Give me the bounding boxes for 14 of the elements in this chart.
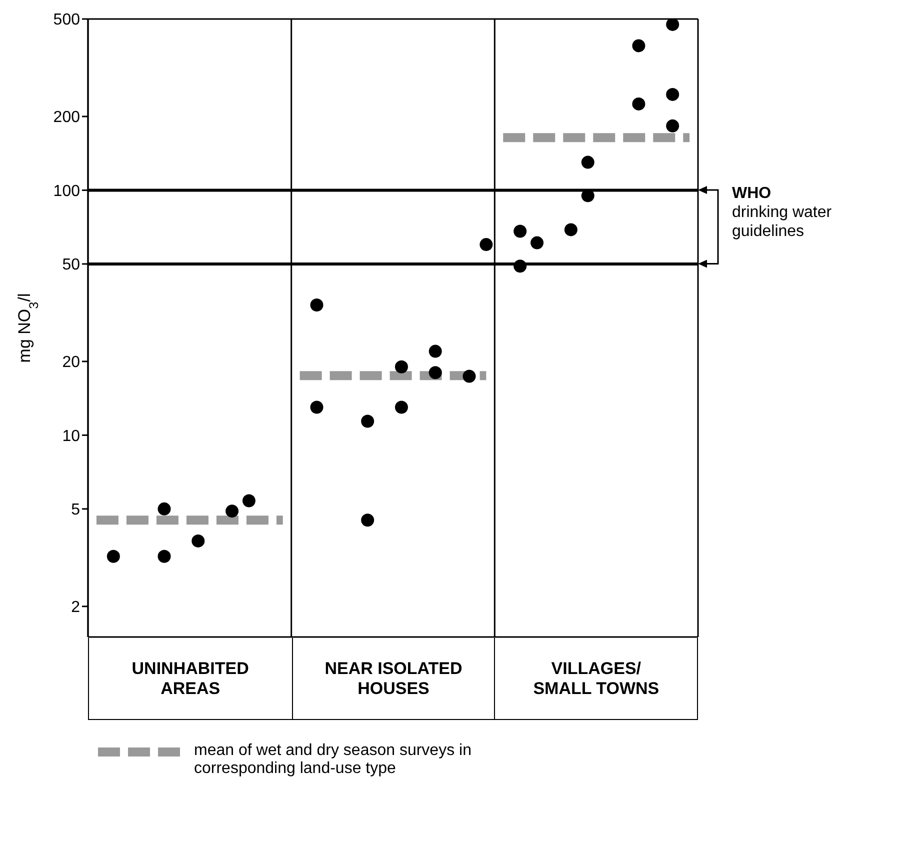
- y-tick-label: 200: [53, 109, 80, 126]
- y-tick-label: 50: [62, 256, 80, 274]
- y-tick-label: 5: [71, 502, 80, 519]
- text: UNINHABITED AREAS: [130, 658, 250, 700]
- y-tick-label: 20: [62, 354, 80, 372]
- text: VILLAGES/ SMALL TOWNS: [494, 638, 697, 719]
- y-tick-label: 100: [53, 182, 80, 200]
- text: WHO: [732, 184, 772, 204]
- text: mean of wet and dry season surveys in corresponding land-use type: [194, 742, 472, 778]
- y-tick-label: 500: [53, 12, 80, 29]
- text: NEAR ISOLATED HOUSES: [292, 638, 494, 719]
- text: drinking water guidelines: [732, 203, 833, 242]
- y-tick-label: 2: [71, 599, 80, 616]
- y-tick-label: 10: [62, 428, 80, 445]
